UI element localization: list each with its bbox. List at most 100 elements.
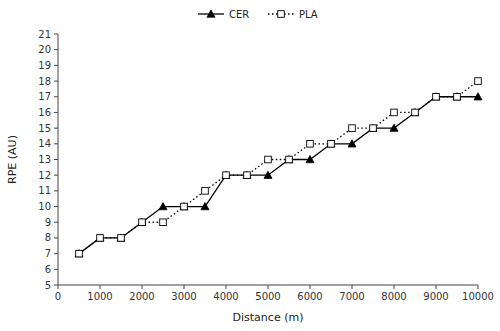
point — [223, 172, 230, 179]
y-tick — [54, 285, 58, 286]
series-line — [79, 81, 478, 254]
y-tick — [54, 65, 58, 66]
point — [306, 156, 314, 163]
x-tick-label: 4000 — [213, 291, 238, 302]
x-tick — [352, 285, 353, 289]
legend: CER PLA — [198, 9, 318, 20]
legend-marker — [278, 11, 285, 18]
point — [202, 188, 209, 195]
y-tick — [54, 175, 58, 176]
point — [369, 124, 377, 131]
x-tick — [478, 285, 479, 289]
point — [412, 109, 419, 116]
point — [117, 234, 125, 241]
point — [264, 171, 272, 178]
point — [96, 234, 104, 241]
y-tick — [54, 34, 58, 35]
y-axis-label: RPE (AU) — [6, 135, 19, 184]
y-tick-label: 11 — [38, 185, 51, 196]
point — [222, 171, 230, 178]
x-tick — [436, 285, 437, 289]
y-tick — [54, 253, 58, 254]
y-tick-label: 7 — [45, 248, 51, 259]
point — [391, 109, 398, 116]
legend-label: PLA — [299, 9, 318, 20]
x-tick-label: 0 — [55, 291, 61, 302]
point — [432, 93, 440, 100]
y-tick — [54, 49, 58, 50]
legend-label: CER — [229, 9, 249, 20]
y-tick — [54, 222, 58, 223]
y-tick-label: 15 — [38, 123, 51, 134]
point — [76, 250, 83, 257]
x-tick — [226, 285, 227, 289]
point — [453, 93, 461, 100]
axes: 0 1000 2000 3000 4000 5000 6000 7000 8000 9000 100… — [38, 29, 494, 303]
y-tick-label: 19 — [38, 60, 51, 71]
point — [159, 203, 167, 210]
y-tick — [54, 81, 58, 82]
point — [474, 93, 482, 100]
point — [349, 125, 356, 132]
x-tick-label: 3000 — [171, 291, 196, 302]
point — [181, 203, 188, 210]
point — [286, 156, 293, 163]
y-tick — [54, 96, 58, 97]
x-tick-label: 2000 — [129, 291, 154, 302]
x-tick-label: 5000 — [255, 291, 280, 302]
point — [97, 235, 104, 242]
x-tick-label: 7000 — [339, 291, 364, 302]
y-tick — [54, 237, 58, 238]
y-tick-label: 9 — [45, 217, 51, 228]
y-tick-label: 10 — [38, 201, 51, 212]
point — [348, 140, 356, 147]
y-tick — [54, 190, 58, 191]
series-line — [79, 97, 478, 254]
point — [411, 108, 419, 115]
y-tick-label: 16 — [38, 107, 51, 118]
chart: 0 1000 2000 3000 4000 5000 6000 7000 8000 9000 100… — [0, 0, 500, 331]
x-tick-label: 10000 — [462, 291, 494, 302]
x-tick — [184, 285, 185, 289]
point — [139, 219, 146, 226]
point — [370, 125, 377, 132]
point — [390, 124, 398, 131]
x-tick-label: 1000 — [87, 291, 112, 302]
y-tick-label: 12 — [38, 170, 51, 181]
x-tick — [268, 285, 269, 289]
point — [265, 156, 272, 163]
y-tick-label: 8 — [45, 232, 51, 243]
point — [327, 140, 335, 147]
x-tick — [142, 285, 143, 289]
x-axis-label: Distance (m) — [233, 311, 304, 324]
point — [243, 171, 251, 178]
y-tick — [54, 112, 58, 113]
x-tick — [394, 285, 395, 289]
point — [475, 78, 482, 85]
y-tick-label: 18 — [38, 76, 51, 87]
y-tick-label: 5 — [45, 280, 51, 291]
point — [75, 250, 83, 257]
point — [244, 172, 251, 179]
y-tick — [54, 206, 58, 207]
point — [118, 235, 125, 242]
point — [180, 203, 188, 210]
point — [285, 156, 293, 163]
y-tick-label: 21 — [38, 29, 51, 40]
point — [138, 218, 146, 225]
point — [328, 141, 335, 148]
legend-marker — [207, 10, 215, 17]
point — [160, 219, 167, 226]
y-tick-label: 14 — [38, 138, 51, 149]
plot-area — [75, 78, 482, 257]
y-tick-label: 6 — [45, 264, 51, 275]
x-tick-label: 6000 — [297, 291, 322, 302]
background — [0, 0, 500, 331]
x-tick-label: 8000 — [381, 291, 406, 302]
x-tick-label: 9000 — [423, 291, 448, 302]
x-tick — [100, 285, 101, 289]
x-tick — [310, 285, 311, 289]
point — [307, 141, 314, 148]
y-tick — [54, 269, 58, 270]
y-tick — [54, 159, 58, 160]
